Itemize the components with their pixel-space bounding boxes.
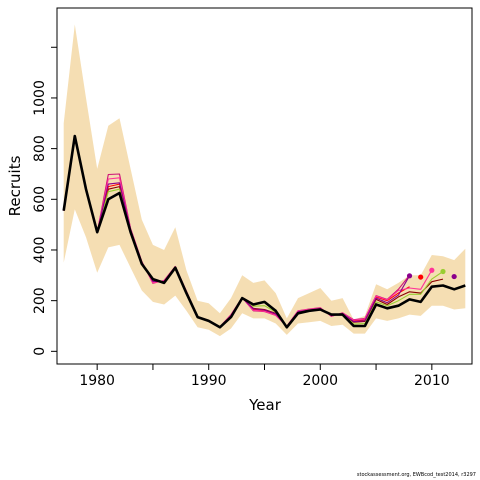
confidence-band	[63, 24, 466, 337]
footer-credit: stockassessment.org, EWBcod_test2014, r3…	[356, 472, 476, 478]
endpoint-marker-0	[406, 273, 413, 279]
y-tick-label-1: 200	[32, 287, 48, 314]
x-tick-label-0: 1980	[79, 373, 115, 389]
endpoint-marker-3	[440, 268, 446, 275]
x-tick-label-6: 2010	[414, 373, 450, 389]
y-tick-label-4: 800	[32, 135, 48, 162]
endpoint-marker-4	[451, 273, 457, 280]
y-tick-label-2: 400	[32, 237, 48, 264]
series-line-main	[62, 134, 466, 329]
x-tick-label-4: 2000	[302, 373, 338, 389]
endpoint-marker-2	[429, 267, 435, 273]
y-tick-label-3: 600	[32, 186, 48, 213]
x-tick-label-2: 1990	[191, 373, 227, 389]
y-tick-label-0: 0	[32, 347, 48, 356]
y-axis-label: Recruits	[6, 155, 24, 216]
endpoint-marker-1	[418, 274, 424, 280]
x-axis-label: Year	[248, 396, 282, 414]
y-tick-label-5: 1000	[32, 80, 48, 116]
